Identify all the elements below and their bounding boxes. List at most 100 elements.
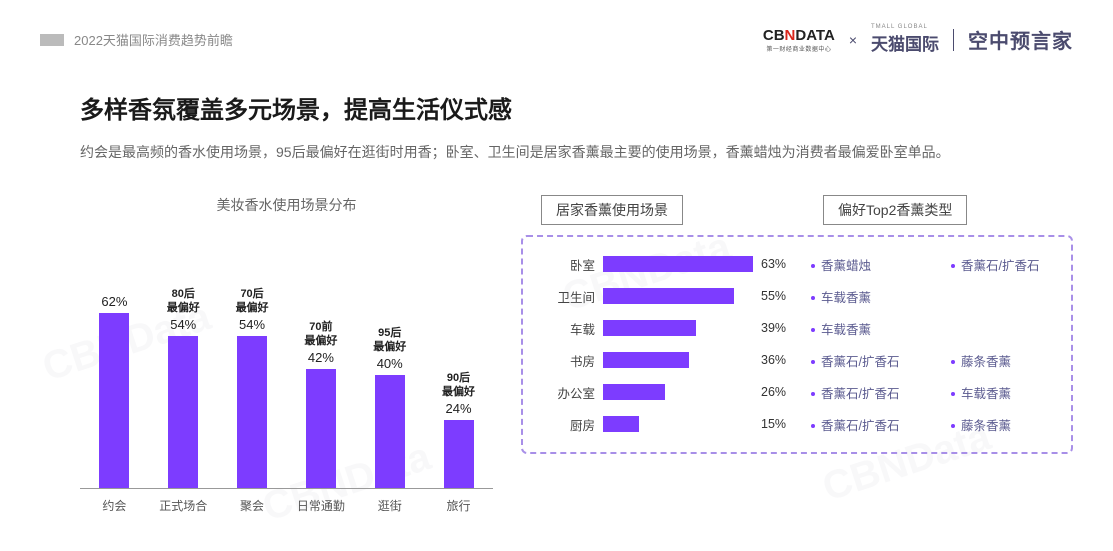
logo-prophet: 空中预言家 — [968, 25, 1073, 54]
bar-item: 80后最偏好 54% — [152, 287, 214, 488]
bar-value: 54% — [170, 317, 196, 332]
top2-item: 藤条香薰 — [951, 351, 1051, 370]
scene-value: 63% — [761, 257, 801, 271]
panel-headers: 居家香薰使用场景 偏好Top2香薰类型 — [521, 195, 1073, 225]
bullet-dot — [811, 296, 815, 300]
scene-label: 厨房 — [543, 415, 595, 434]
top2-item-text: 香薰石/扩香石 — [821, 383, 899, 402]
top2-items: 香薰石/扩香石 藤条香薰 — [811, 351, 1051, 370]
scene-value: 15% — [761, 417, 801, 431]
xlabels-row: 约会正式场合聚会日常通勤逛街旅行 — [80, 489, 493, 514]
hbar-fill — [603, 384, 665, 400]
hbar-track — [603, 384, 753, 400]
top2-item: 车载香薰 — [951, 383, 1051, 402]
top2-item-text: 车载香薰 — [961, 383, 1011, 402]
top2-item: 香薰蜡烛 — [811, 255, 911, 274]
logo-cbndata-k: N — [785, 27, 796, 44]
perfume-scene-bar-chart: 美妆香水使用场景分布 62%80后最偏好54%70后最偏好54%70前最偏好42… — [80, 195, 493, 514]
bar-xlabel: 聚会 — [221, 497, 283, 514]
bar-value: 54% — [239, 317, 265, 332]
bar-annotation: 70前最偏好 — [304, 320, 337, 348]
bar-value: 24% — [446, 401, 472, 416]
hbar-fill — [603, 320, 696, 336]
scene-label: 办公室 — [543, 383, 595, 402]
logo-tmall: TMALL GLOBAL 天猫国际 — [871, 24, 939, 55]
top2-items: 香薰石/扩香石 藤条香薰 — [811, 415, 1051, 434]
top2-item: 车载香薰 — [811, 319, 911, 338]
logo-separator-pipe — [953, 29, 954, 51]
bar-item: 95后最偏好 40% — [359, 326, 421, 488]
charts-row: 美妆香水使用场景分布 62%80后最偏好54%70后最偏好54%70前最偏好42… — [80, 195, 1073, 514]
hbar-fill — [603, 352, 689, 368]
bullet-dot — [811, 424, 815, 428]
hbar-track — [603, 320, 753, 336]
logo-cbndata-pre: CB — [763, 27, 785, 44]
top2-item: 藤条香薰 — [951, 415, 1051, 434]
bar-xlabel: 旅行 — [428, 497, 490, 514]
bar-item: 70后最偏好54% — [221, 287, 283, 488]
top2-item: 香薰石/扩香石 — [811, 351, 911, 370]
top-bar: 2022天猫国际消费趋势前瞻 CBNDATA 第一财经商业数据中心 × TMAL… — [40, 24, 1073, 55]
bar-value: 42% — [308, 350, 334, 365]
scene-value: 36% — [761, 353, 801, 367]
top2-item-text: 香薰石/扩香石 — [821, 415, 899, 434]
bullet-dot — [811, 392, 815, 396]
bullet-dot — [951, 264, 955, 268]
top2-items: 车载香薰 — [811, 319, 911, 338]
bar-annotation: 95后最偏好 — [373, 326, 406, 354]
bullet-dot — [811, 328, 815, 332]
bullet-dot — [811, 360, 815, 364]
top2-item: 香薰石/扩香石 — [811, 383, 911, 402]
hbar-fill — [603, 256, 753, 272]
hbar-fill — [603, 416, 639, 432]
top2-item: 香薰石/扩香石 — [951, 255, 1051, 274]
bar-value: 40% — [377, 356, 403, 371]
bar-rect — [375, 375, 405, 488]
bar-rect — [306, 369, 336, 488]
top2-item-text: 香薰蜡烛 — [821, 255, 871, 274]
logo-cbndata-post: DATA — [795, 27, 834, 44]
top2-item-text: 藤条香薰 — [961, 415, 1011, 434]
bar-xlabel: 日常通勤 — [290, 497, 352, 514]
logo-tmall-main: 天猫国际 — [871, 30, 939, 55]
bar-xlabel: 约会 — [83, 497, 145, 514]
top2-item-text: 车载香薰 — [821, 287, 871, 306]
bars-area: 62%80后最偏好54%70后最偏好54%70前最偏好42%95后最偏好40%9… — [80, 229, 493, 489]
logo-separator-x: × — [849, 32, 857, 48]
scene-label: 书房 — [543, 351, 595, 370]
top2-item: 香薰石/扩香石 — [811, 415, 911, 434]
hbar-track — [603, 256, 753, 272]
hbar-track — [603, 352, 753, 368]
bar-item: 70前最偏好 42% — [290, 320, 352, 488]
scene-row: 卧室 63% 香薰蜡烛 香薰石/扩香石 — [543, 255, 1051, 274]
top2-items: 车载香薰 — [811, 287, 911, 306]
bar-annotation: 80后最偏好 — [167, 287, 200, 315]
bullet-dot — [811, 264, 815, 268]
top2-items: 香薰蜡烛 香薰石/扩香石 — [811, 255, 1051, 274]
top2-item-text: 藤条香薰 — [961, 351, 1011, 370]
bar-xlabel: 正式场合 — [152, 497, 214, 514]
scene-value: 39% — [761, 321, 801, 335]
bar-rect — [444, 420, 474, 488]
headline: 多样香氛覆盖多元场景，提高生活仪式感 — [80, 90, 1073, 125]
scene-row: 办公室 26% 香薰石/扩香石 车载香薰 — [543, 383, 1051, 402]
top2-item-text: 香薰石/扩香石 — [961, 255, 1039, 274]
scene-row: 车载39%车载香薰 — [543, 319, 1051, 338]
scene-row: 卫生间55%车载香薰 — [543, 287, 1051, 306]
bullet-dot — [951, 392, 955, 396]
scene-label: 卧室 — [543, 255, 595, 274]
scene-label: 卫生间 — [543, 287, 595, 306]
panel-header-scene: 居家香薰使用场景 — [541, 195, 683, 225]
top-left: 2022天猫国际消费趋势前瞻 — [40, 30, 233, 49]
top2-item: 车载香薰 — [811, 287, 911, 306]
top2-item-text: 车载香薰 — [821, 319, 871, 338]
scene-value: 26% — [761, 385, 801, 399]
content: 多样香氛覆盖多元场景，提高生活仪式感 约会是最高频的香水使用场景，95后最偏好在… — [80, 90, 1073, 514]
logo-cbndata: CBNDATA 第一财经商业数据中心 — [763, 27, 835, 53]
panel-header-top2: 偏好Top2香薰类型 — [823, 195, 967, 225]
bar-item: 90后最偏好24% — [428, 371, 490, 488]
dashed-box: 卧室63%香薰蜡烛香薰石/扩香石卫生间55%车载香薰车载39%车载香薰书房36%… — [521, 235, 1073, 454]
hbar-track — [603, 416, 753, 432]
bullet-dot — [951, 424, 955, 428]
scene-row: 厨房 15% 香薰石/扩香石 藤条香薰 — [543, 415, 1051, 434]
